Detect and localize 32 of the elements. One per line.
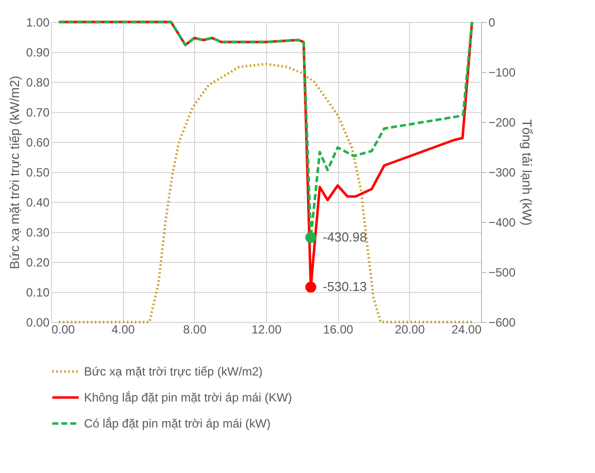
y-tick-label: 0.20	[26, 256, 50, 270]
y2-tick-label: −300	[488, 166, 516, 180]
y2-tick-label: −400	[488, 216, 516, 230]
y-tick-label: 0.80	[26, 76, 50, 90]
y2-tick-label: −100	[488, 66, 516, 80]
y-tick-label: 0.10	[26, 286, 50, 300]
x-tick-label: 16.00	[323, 322, 354, 336]
y2-axis-title: Tổng tải lạnh (kW)	[520, 119, 535, 226]
x-tick-label: 20.00	[394, 322, 426, 336]
y-tick-label: 0.40	[26, 196, 50, 210]
y-tick-label: 1.00	[26, 16, 50, 30]
data-label: -530.13	[322, 279, 367, 294]
x-tick-label: 0.00	[52, 322, 76, 336]
x-tick-label: 12.00	[251, 322, 282, 336]
y-tick-label: 0.70	[26, 106, 50, 120]
legend-label: Bức xạ mặt trời trực tiếp (kW/m2)	[84, 364, 263, 378]
y2-tick-label: −200	[488, 116, 516, 130]
x-tick-label: 8.00	[183, 322, 207, 336]
y-axis-title: Bức xạ mặt trời trực tiếp (kW/m2)	[7, 76, 22, 270]
legend-label: Có lắp đặt pin mặt trời áp mái (kW)	[84, 416, 271, 430]
y2-tick-label: −500	[488, 266, 516, 280]
x-tick-label: 4.00	[111, 322, 136, 336]
y-tick-label: 0.90	[26, 46, 50, 60]
y-tick-label: 0.50	[26, 166, 50, 180]
x-tick-label: 24.00	[451, 322, 482, 336]
line-series	[58, 62, 474, 324]
y2-tick-label: −600	[488, 316, 516, 330]
y-tick-label: 0.60	[26, 136, 50, 150]
y-tick-label: 0.30	[26, 226, 50, 240]
legend-label: Không lắp đặt pin mặt trời áp mái (KW)	[84, 390, 292, 404]
y2-tick-label: 0	[488, 16, 496, 30]
data-label: -430.98	[322, 229, 367, 244]
